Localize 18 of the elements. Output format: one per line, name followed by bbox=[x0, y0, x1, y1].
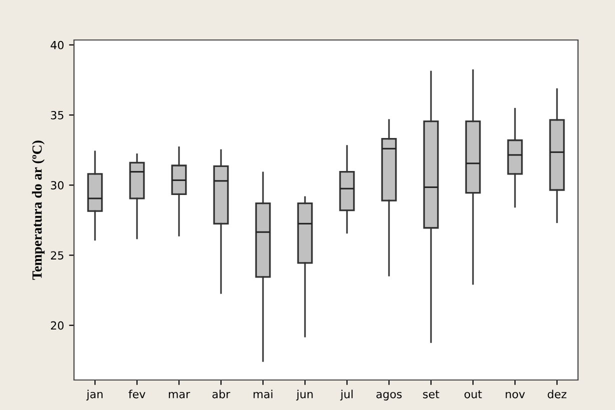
x-tick-label: jun bbox=[296, 390, 313, 400]
y-tick-label: 20 bbox=[50, 321, 64, 330]
x-tick-label: nov bbox=[506, 392, 525, 398]
y-tick-label: 30 bbox=[50, 181, 64, 190]
x-tick-label: jul bbox=[340, 390, 353, 400]
y-tick-label: 25 bbox=[50, 251, 64, 260]
x-tick-label: dez bbox=[548, 390, 566, 398]
y-tick-label: 40 bbox=[50, 40, 64, 50]
x-tick-label: mar bbox=[168, 392, 190, 398]
x-tick-label: set bbox=[423, 390, 440, 398]
x-tick-label: jan bbox=[86, 390, 103, 400]
x-tick-label: out bbox=[464, 390, 482, 398]
x-tick-label: agos bbox=[376, 392, 402, 400]
x-tick-label: mai bbox=[254, 390, 272, 398]
x-tick-label: abr bbox=[212, 390, 230, 398]
y-tick-label: 35 bbox=[50, 110, 64, 120]
y-axis-title: Temperatura do ar (ºC) bbox=[32, 140, 45, 280]
x-tick-label: fev bbox=[128, 390, 146, 398]
